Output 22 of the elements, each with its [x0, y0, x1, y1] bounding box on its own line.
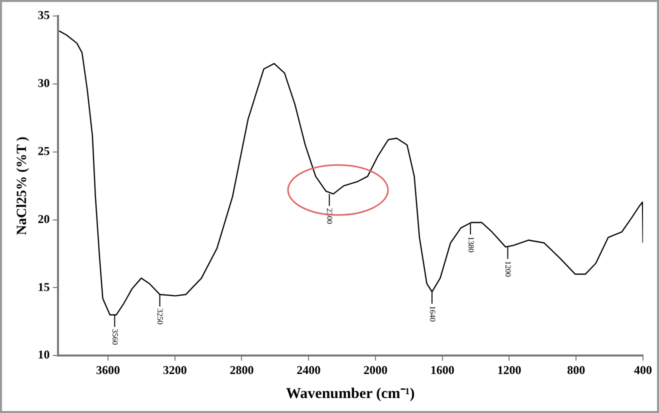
- x-tick-label: 2800: [230, 362, 254, 377]
- x-tick-label: 1600: [430, 362, 454, 377]
- y-axis-title: NaCl25% (%T ): [15, 136, 30, 236]
- x-tick-label: 3600: [96, 362, 120, 377]
- x-tick-label: 400: [634, 362, 652, 377]
- annotation: 1640: [428, 306, 437, 322]
- annotation: 1200: [504, 260, 513, 277]
- x-tick-label: 3200: [162, 362, 187, 377]
- y-tick-label: 25: [38, 144, 50, 158]
- x-tick-label: 2000: [363, 362, 388, 377]
- x-tick-label: 800: [567, 362, 586, 377]
- y-tick-label: 20: [38, 212, 50, 226]
- y-tick-label: 10: [38, 348, 50, 362]
- x-axis-title: Wavenumber (cm⁻¹): [286, 386, 415, 402]
- x-tick-label: 2400: [296, 362, 321, 377]
- y-tick-label: 30: [38, 76, 50, 90]
- y-tick-label: 35: [38, 8, 50, 22]
- annotation: 3560: [110, 328, 120, 345]
- y-tick-label: 15: [38, 280, 50, 294]
- annotation: 3250: [156, 308, 165, 324]
- annotation: 1380: [466, 236, 476, 252]
- x-tick-label: 1200: [497, 362, 522, 377]
